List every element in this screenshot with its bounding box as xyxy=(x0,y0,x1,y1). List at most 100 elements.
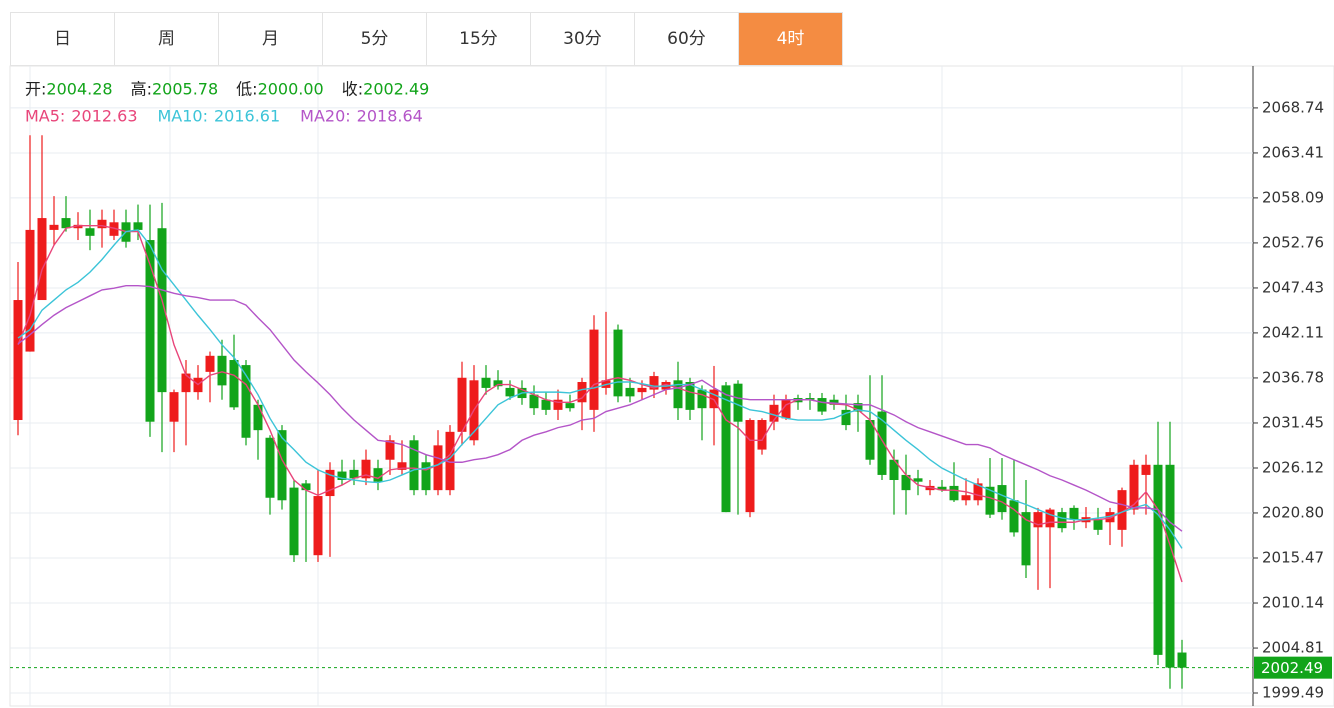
candle-body xyxy=(637,387,647,393)
candle-body xyxy=(1153,464,1163,655)
last-price-label: 2002.49 xyxy=(1261,659,1323,677)
quote-value: 2000.00 xyxy=(258,80,324,99)
candle-body xyxy=(265,437,275,498)
candle-body xyxy=(721,385,731,513)
candle-body xyxy=(841,409,851,426)
candle-body xyxy=(289,487,299,556)
candle-body xyxy=(181,373,191,393)
candle-body xyxy=(985,486,995,515)
candle-body xyxy=(481,377,491,388)
ma-line xyxy=(17,284,1183,532)
candle-body xyxy=(769,404,779,422)
candle-body xyxy=(97,219,107,229)
candle-body xyxy=(349,469,359,479)
candle-body xyxy=(205,355,215,372)
period-tab[interactable]: 30分 xyxy=(531,13,635,65)
candle-body xyxy=(565,403,575,409)
quote-label: 高: xyxy=(131,80,152,99)
period-tab[interactable]: 周 xyxy=(115,13,219,65)
period-tab[interactable]: 15分 xyxy=(427,13,531,65)
candle-body xyxy=(901,474,911,491)
ma-line xyxy=(17,224,1183,583)
candle-body xyxy=(361,459,371,479)
candle-body xyxy=(913,478,923,482)
y-tick-label: 2052.76 xyxy=(1262,233,1324,251)
candle-body xyxy=(757,420,767,450)
candle-body xyxy=(1069,507,1079,520)
candle-body xyxy=(1165,464,1175,668)
candle-body xyxy=(73,224,83,229)
candle-body xyxy=(1129,464,1139,510)
candle-body xyxy=(1141,464,1151,475)
candle-body xyxy=(493,380,503,387)
period-tab[interactable]: 5分 xyxy=(323,13,427,65)
quote-label: 收: xyxy=(342,80,363,99)
candle-body xyxy=(829,399,839,405)
period-tab[interactable]: 月 xyxy=(219,13,323,65)
period-tab[interactable]: 日 xyxy=(11,13,115,65)
y-tick-label: 2036.78 xyxy=(1262,368,1324,386)
candle-body xyxy=(277,430,287,501)
candle-body xyxy=(457,377,467,432)
candle-body xyxy=(13,300,23,421)
candle-body xyxy=(1177,652,1187,668)
candle-body xyxy=(385,440,395,460)
candle-body xyxy=(253,404,263,431)
y-tick-label: 2004.81 xyxy=(1262,639,1324,657)
candle-body xyxy=(1009,500,1019,533)
candle-body xyxy=(817,398,827,412)
candle-body xyxy=(85,228,95,236)
candle-body xyxy=(733,383,743,422)
candle-body xyxy=(589,329,599,410)
candle-body xyxy=(781,399,791,419)
candle-body xyxy=(973,483,983,501)
candle-body xyxy=(541,399,551,410)
candle-body xyxy=(877,411,887,475)
candle-body xyxy=(421,462,431,491)
candle-body xyxy=(313,496,323,556)
candle-body xyxy=(409,440,419,491)
candle-body xyxy=(961,495,971,501)
y-tick-label: 2063.41 xyxy=(1262,143,1324,161)
candle-body xyxy=(1117,490,1127,530)
candle-body xyxy=(685,381,695,410)
candle-body xyxy=(553,399,563,410)
y-tick-label: 1999.49 xyxy=(1262,684,1324,702)
legend-value: 2018.64 xyxy=(357,107,423,126)
period-tabs: 日周月 5分 15分 30分 60分 4时 xyxy=(10,12,843,66)
candle-body xyxy=(325,469,335,497)
candle-body xyxy=(397,462,407,470)
quote-value: 2005.78 xyxy=(152,80,218,99)
y-tick-label: 2020.80 xyxy=(1262,503,1324,521)
candle-body xyxy=(49,224,59,230)
candle-body xyxy=(241,365,251,438)
candle-body xyxy=(301,483,311,491)
quote-label: 低: xyxy=(236,80,257,99)
candle-body xyxy=(1045,509,1055,528)
candle-body xyxy=(61,218,71,229)
legend-value: 2012.63 xyxy=(71,107,137,126)
y-tick-label: 2047.43 xyxy=(1262,278,1324,296)
candle-body xyxy=(1033,512,1043,528)
y-tick-label: 2026.12 xyxy=(1262,459,1324,477)
candle-body xyxy=(745,420,755,513)
ma-line xyxy=(17,229,1183,549)
candle-body xyxy=(673,380,683,409)
legend-name: MA5: xyxy=(25,107,65,126)
quote-value: 2002.49 xyxy=(363,80,429,99)
period-tab[interactable]: 4时 xyxy=(739,13,843,65)
candle-body xyxy=(445,431,455,491)
candle-body xyxy=(697,389,707,409)
candle-body xyxy=(229,360,239,408)
candle-body xyxy=(937,486,947,491)
candle-body xyxy=(133,222,143,230)
period-tab[interactable]: 60分 xyxy=(635,13,739,65)
candle-body xyxy=(169,392,179,422)
candle-body xyxy=(25,229,35,352)
candle-body xyxy=(709,389,719,409)
candle-body xyxy=(505,387,515,397)
y-tick-label: 2031.45 xyxy=(1262,413,1324,431)
legend-name: MA10: xyxy=(158,107,209,126)
candle-body xyxy=(997,485,1007,513)
